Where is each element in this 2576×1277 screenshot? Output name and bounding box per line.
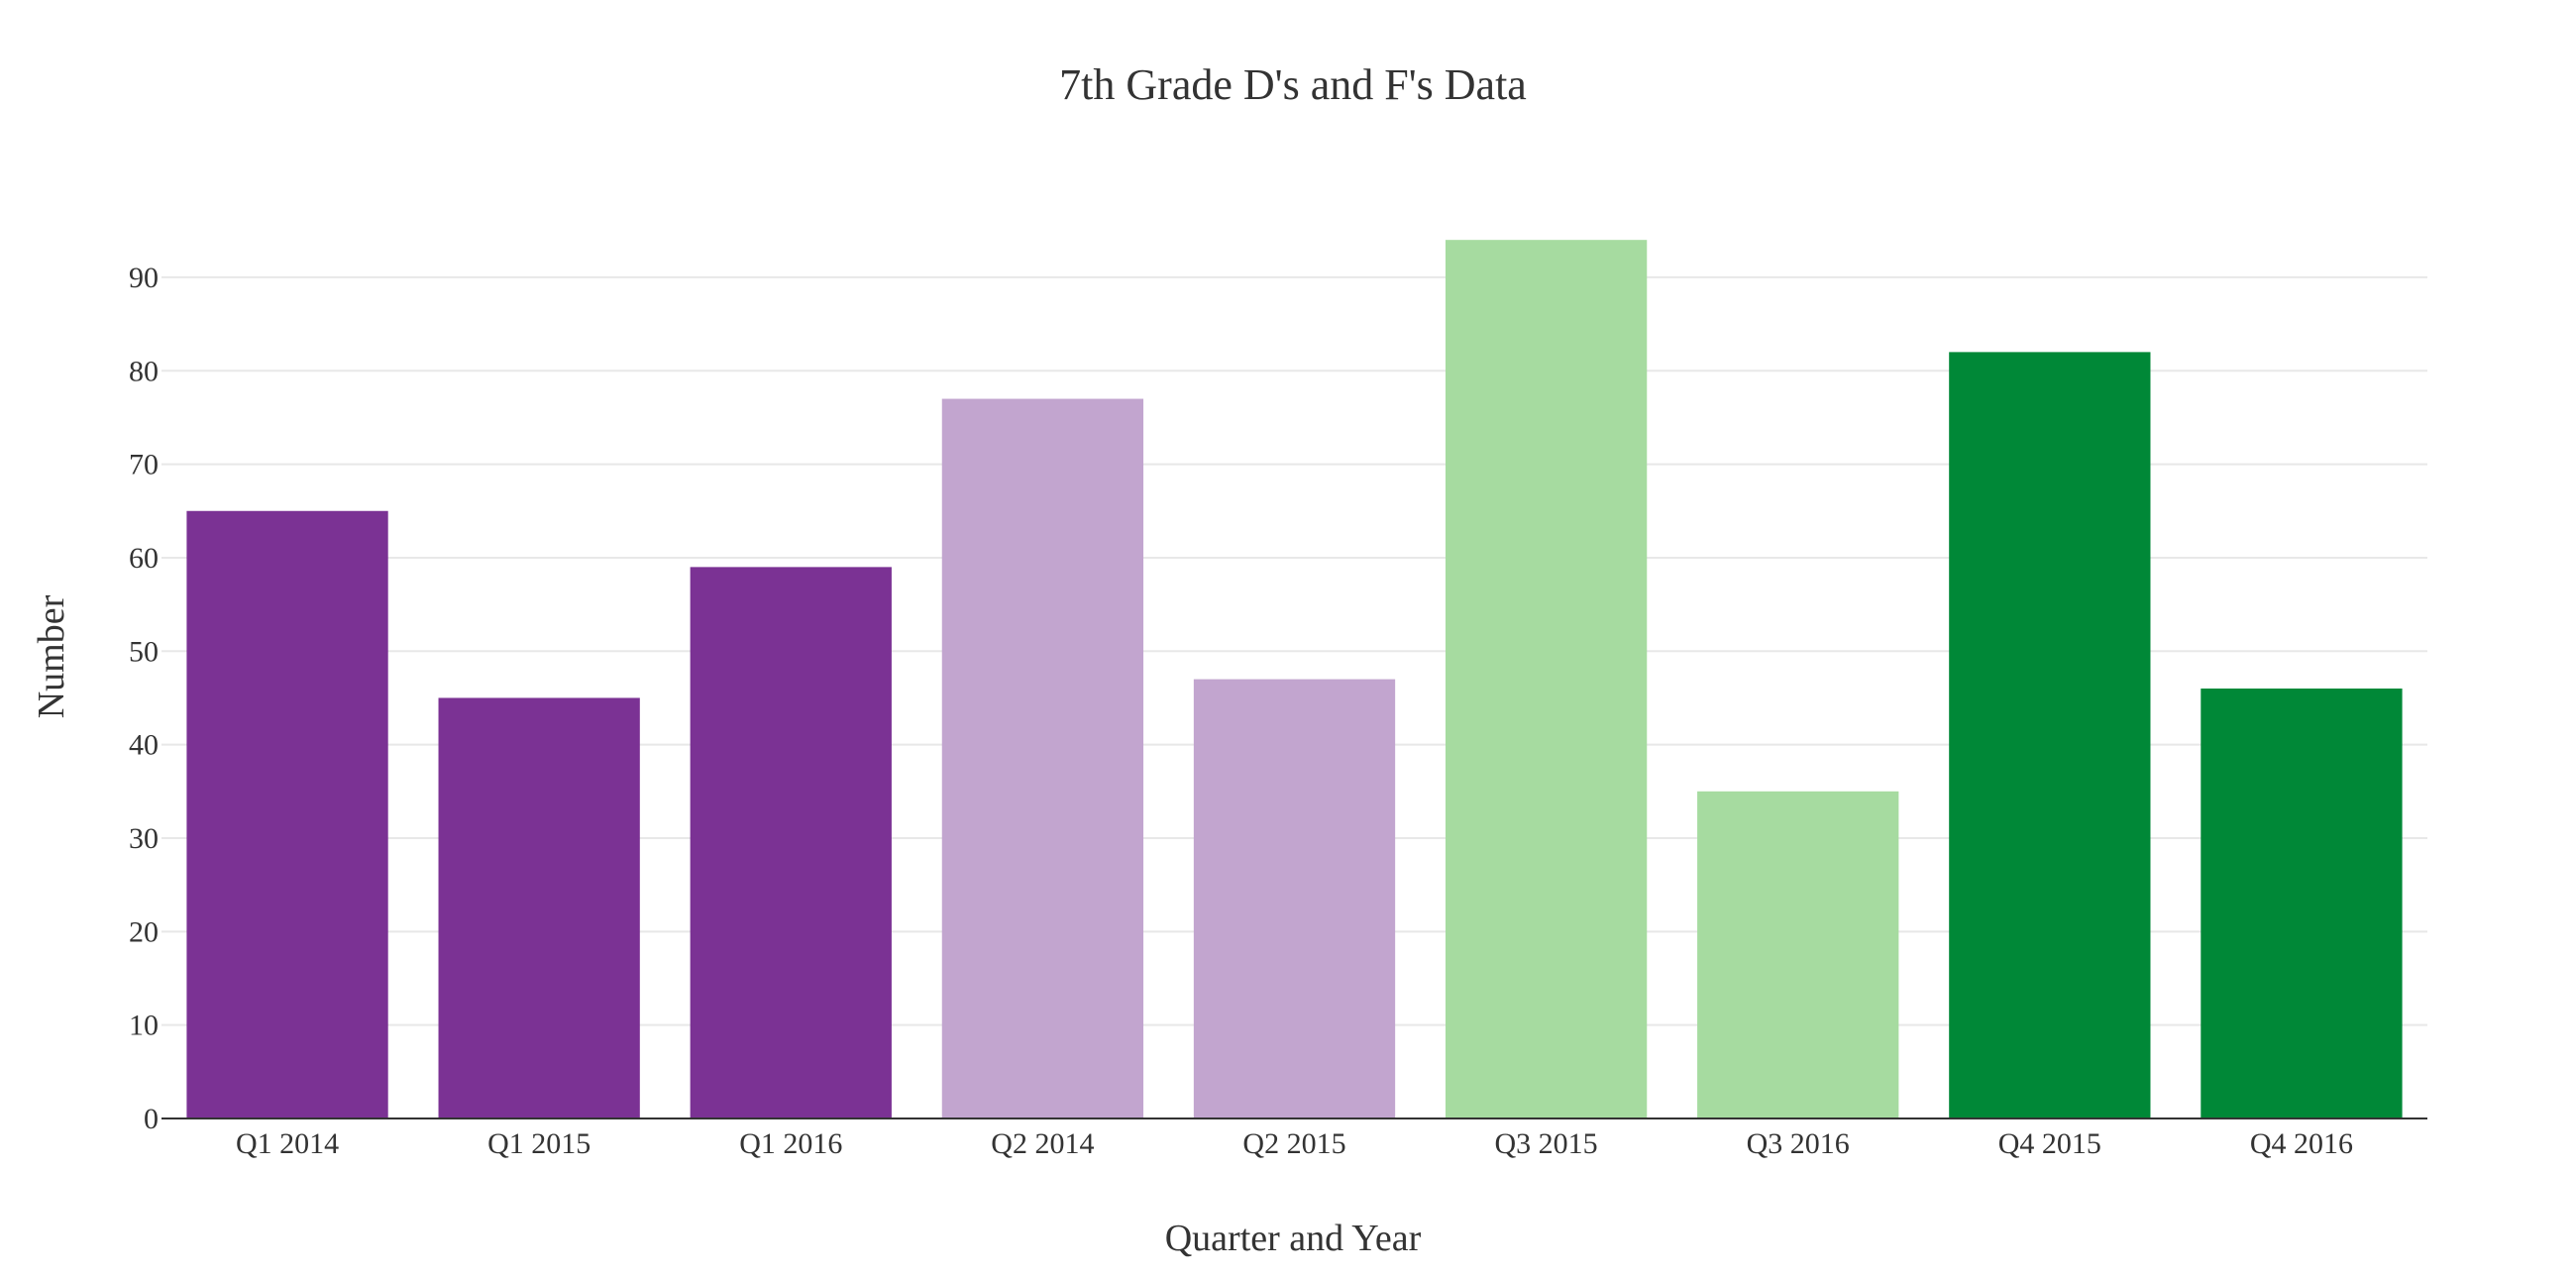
y-tick-label: 50 — [129, 635, 159, 668]
x-tick-label: Q4 2016 — [2250, 1127, 2353, 1160]
y-axis-ticks: 0 10 20 30 40 50 60 70 80 90 — [129, 262, 159, 1135]
bar[interactable] — [690, 567, 892, 1118]
bar[interactable] — [1697, 791, 1899, 1118]
bars — [186, 240, 2403, 1118]
y-tick-label: 0 — [144, 1103, 159, 1135]
y-tick-label: 30 — [129, 822, 159, 855]
bar[interactable] — [941, 398, 1144, 1118]
y-tick-label: 90 — [129, 262, 159, 294]
x-tick-label: Q1 2016 — [739, 1127, 842, 1160]
chart-title: 7th Grade D's and F's Data — [1059, 60, 1527, 109]
x-axis-title: Quarter and Year — [1165, 1218, 1422, 1259]
y-tick-label: 60 — [129, 542, 159, 575]
bar[interactable] — [2200, 689, 2403, 1118]
y-tick-label: 20 — [129, 915, 159, 948]
x-tick-label: Q4 2015 — [1998, 1127, 2101, 1160]
x-tick-label: Q1 2014 — [236, 1127, 339, 1160]
bar[interactable] — [1445, 240, 1648, 1118]
y-tick-label: 80 — [129, 355, 159, 387]
y-tick-label: 40 — [129, 729, 159, 762]
x-tick-label: Q2 2015 — [1242, 1127, 1345, 1160]
y-tick-label: 10 — [129, 1010, 159, 1042]
x-axis-ticks: Q1 2014 Q1 2015 Q1 2016 Q2 2014 Q2 2015 Q3 20… — [236, 1127, 2353, 1160]
y-axis-title: Number — [31, 594, 72, 718]
x-tick-label: Q3 2015 — [1495, 1127, 1598, 1160]
bar[interactable] — [1193, 679, 1396, 1118]
x-tick-label: Q1 2015 — [487, 1127, 590, 1160]
bar[interactable] — [1949, 352, 2151, 1118]
y-tick-label: 70 — [129, 449, 159, 481]
bar[interactable] — [186, 510, 388, 1118]
x-tick-label: Q3 2016 — [1747, 1127, 1850, 1160]
bar[interactable] — [438, 697, 640, 1118]
x-tick-label: Q2 2014 — [991, 1127, 1094, 1160]
